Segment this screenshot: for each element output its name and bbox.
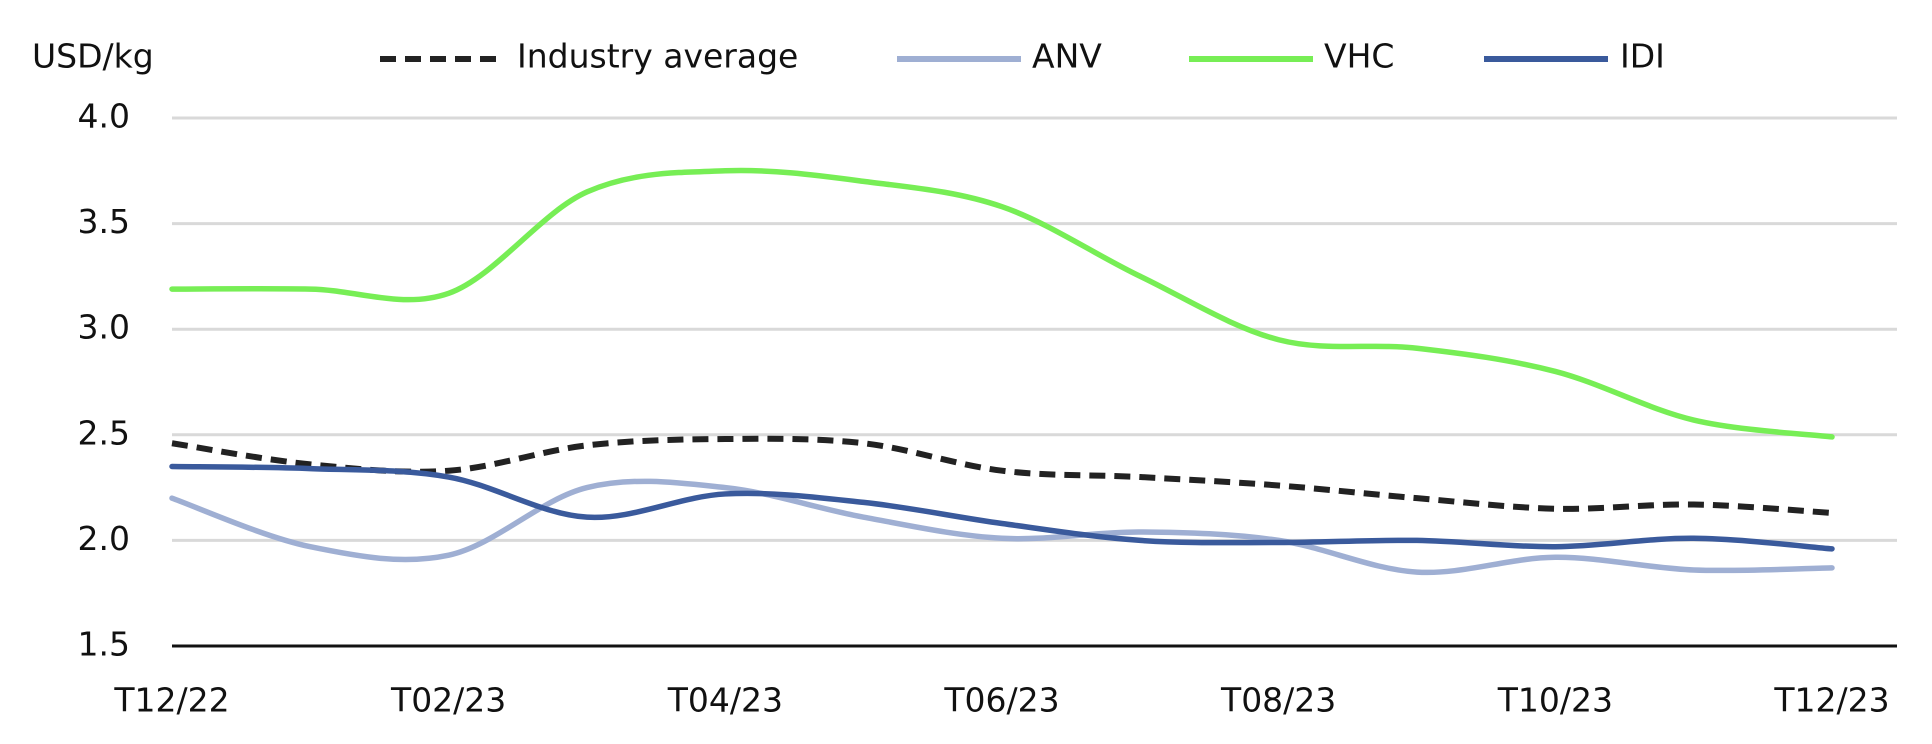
x-tick-label: T10/23 — [1497, 681, 1613, 720]
y-tick-label: 2.5 — [78, 413, 130, 452]
x-tick-label: T08/23 — [1220, 681, 1336, 720]
y-axis-label: USD/kg — [32, 37, 154, 76]
x-tick-label: T02/23 — [390, 681, 506, 720]
y-tick-label: 3.5 — [78, 202, 130, 241]
x-tick-label: T12/22 — [113, 681, 229, 720]
legend-label: IDI — [1620, 37, 1665, 76]
legend-label: ANV — [1032, 37, 1102, 76]
legend-label: VHC — [1324, 37, 1394, 76]
x-tick-label: T06/23 — [943, 681, 1059, 720]
series-line — [169, 478, 1835, 576]
y-tick-label: 4.0 — [78, 97, 130, 136]
series-line — [169, 167, 1835, 440]
series-line — [169, 463, 1835, 552]
y-tick-label: 2.0 — [78, 519, 130, 558]
x-tick-label: T04/23 — [667, 681, 783, 720]
legend-label: Industry average — [517, 37, 798, 76]
y-tick-label: 3.0 — [78, 308, 130, 347]
y-tick-label: 1.5 — [78, 625, 130, 664]
x-tick-label: T12/23 — [1773, 681, 1889, 720]
series-line — [171, 435, 1833, 516]
